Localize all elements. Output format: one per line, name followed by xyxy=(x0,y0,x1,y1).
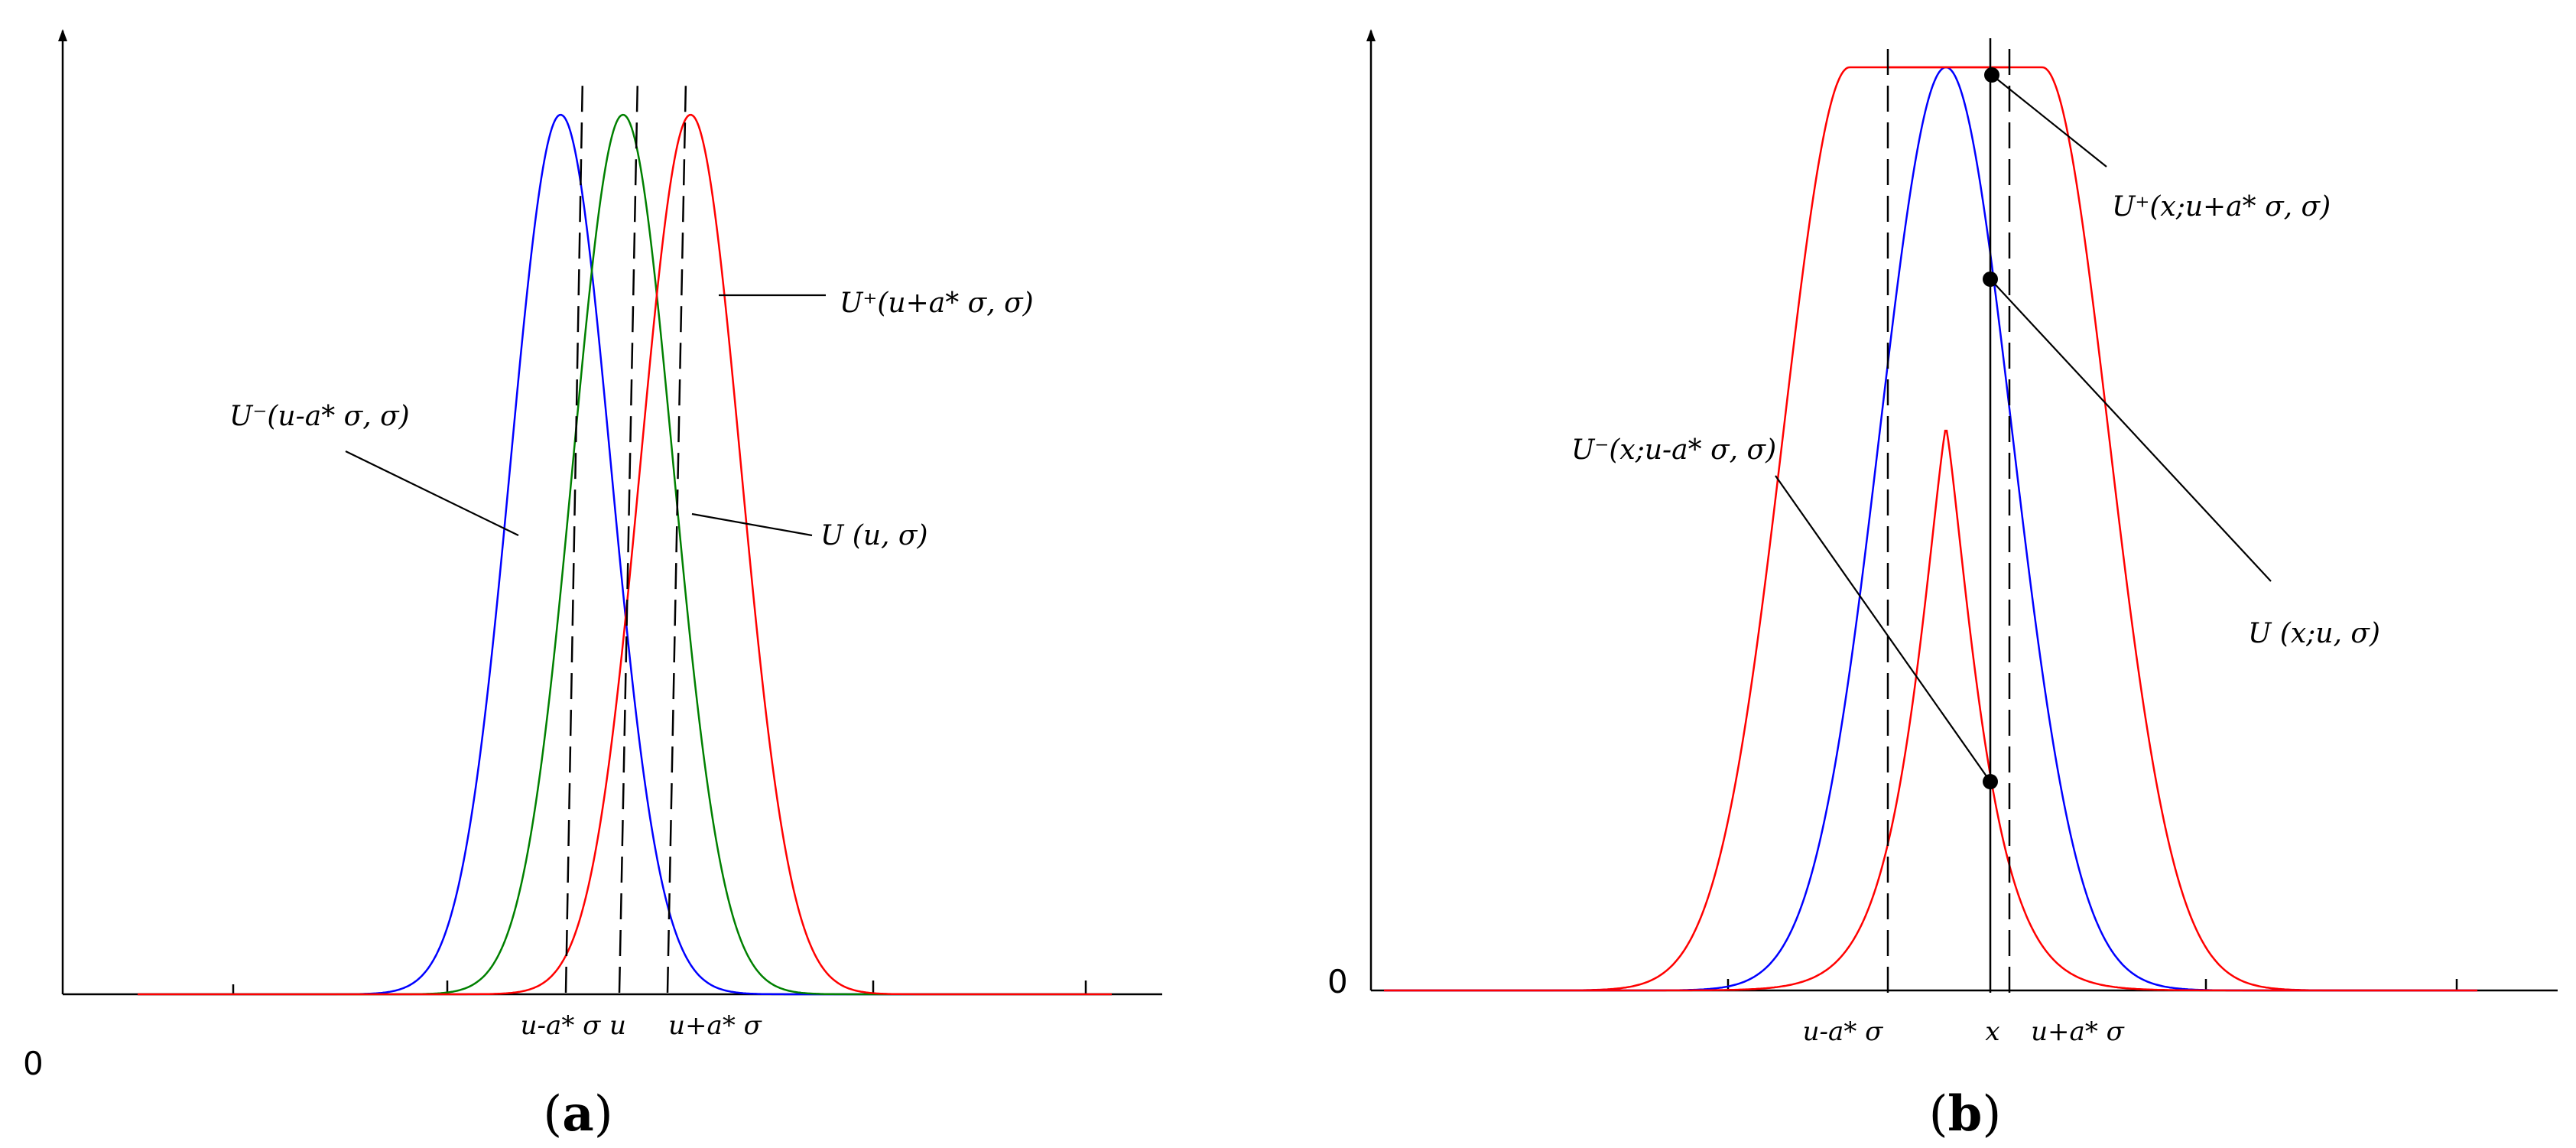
panel-b-leader-middle xyxy=(1990,278,2272,582)
panel-a-tick-label-center: u xyxy=(609,1010,626,1041)
panel-b-annotation-upper: U⁺(x;u+a* σ, σ) xyxy=(2112,191,2331,223)
panel-a-origin-label: 0 xyxy=(23,1045,44,1082)
panel-b-annotation-lower: U⁻(x;u-a* σ, σ) xyxy=(1571,434,1776,466)
panel-b-tick-label-x: x xyxy=(1985,1016,1999,1047)
panel-b-caption: (b) xyxy=(1929,1085,2002,1143)
panel-a-tick-label-lower: u-a* σ xyxy=(521,1010,601,1041)
panel-a-series-line-2 xyxy=(138,113,1112,996)
panel-b-leader-lower xyxy=(1775,475,1991,782)
panel-a-annotation-red: U⁺(u+a* σ, σ) xyxy=(840,288,1034,319)
panel-a-caption: (a) xyxy=(543,1085,612,1143)
panel-a-guide-left xyxy=(564,76,584,994)
panel-a-tick-label-upper: u+a* σ xyxy=(668,1010,762,1041)
panel-b-tick-label-upper: u+a* σ xyxy=(2031,1016,2124,1047)
panel-a-annotation-blue: U⁻(u-a* σ, σ) xyxy=(229,401,410,432)
panel-a-guide-right xyxy=(666,80,687,994)
panel-a-series-line-1 xyxy=(138,113,1112,996)
panel-a-chart: 0 U⁻(u-a* σ, σ) U (u, σ) U⁺(u+a* σ, σ) u… xyxy=(23,29,1162,1143)
panel-a-series-line-0 xyxy=(138,113,1112,996)
panel-b-series-line-2 xyxy=(1384,429,2477,992)
panel-b-annotation-middle: U (x;u, σ) xyxy=(2248,618,2380,649)
panel-a-guide-center xyxy=(618,76,639,994)
panel-b-chart: 0 U⁺(x;u+a* σ, σ) U (x;u, σ) xyxy=(1327,29,2558,1143)
panel-a-leader-blue xyxy=(345,450,519,536)
panel-b-leader-upper xyxy=(1991,74,2107,167)
panel-a-leader-green xyxy=(691,512,813,537)
panel-b-tick-label-lower: u-a* σ xyxy=(1803,1016,1883,1047)
panel-a-annotation-green: U (u, σ) xyxy=(820,520,928,551)
panel-b-origin-label: 0 xyxy=(1327,963,1348,1000)
